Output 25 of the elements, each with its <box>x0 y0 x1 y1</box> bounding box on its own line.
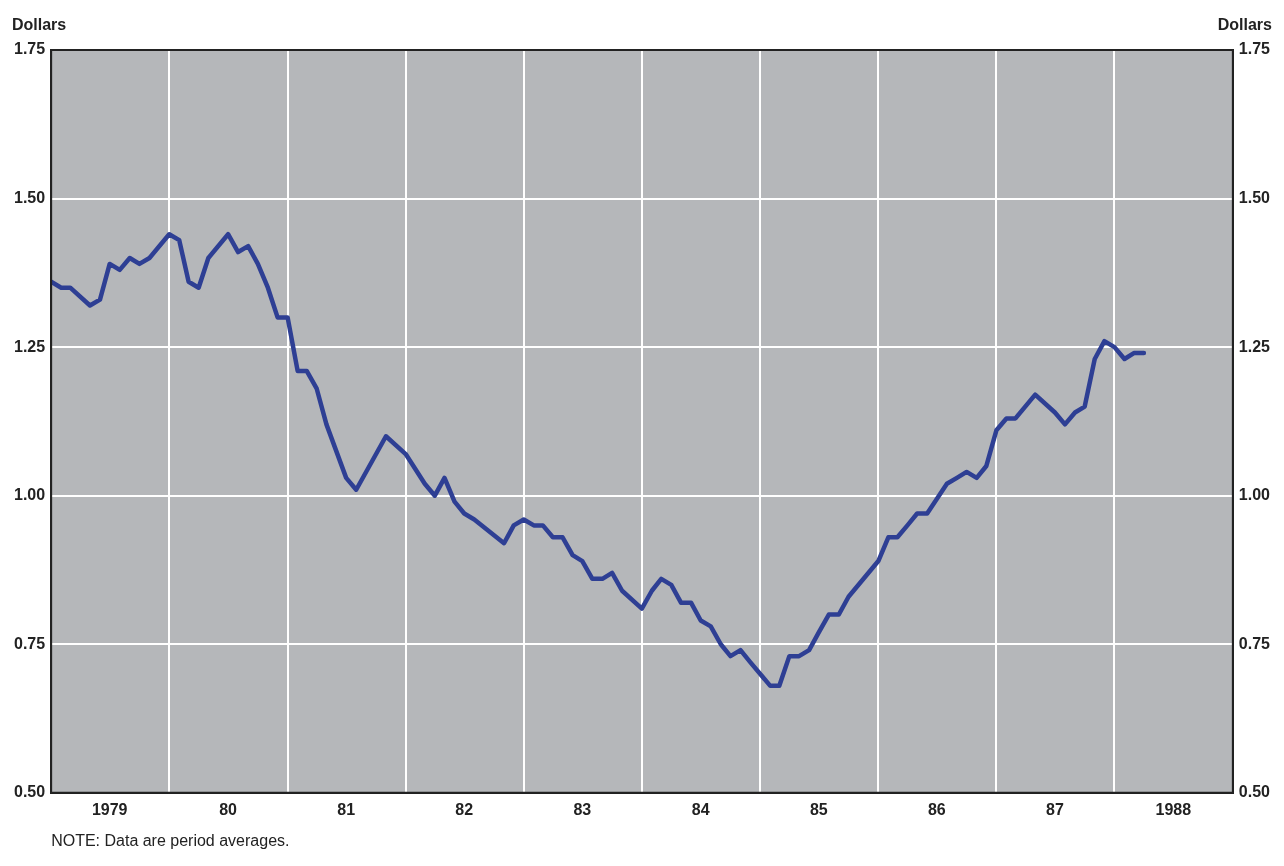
y-tick-label: 0.75 <box>14 634 46 652</box>
y2-tick-label: 1.50 <box>1238 188 1271 206</box>
y2-tick-label: 1.25 <box>1238 337 1271 355</box>
x-tick-label: 84 <box>691 800 710 818</box>
y2-tick-label: 1.75 <box>1238 40 1271 58</box>
x-tick-label: 86 <box>927 800 946 818</box>
y-tick-label: 1.00 <box>14 486 46 504</box>
x-tick-label: 80 <box>219 800 238 818</box>
x-tick-label: 82 <box>455 800 474 818</box>
x-tick-label: 81 <box>337 800 356 818</box>
x-tick-label: 83 <box>573 800 592 818</box>
text: NOTE: Data are period averages. <box>51 832 290 850</box>
y2-tick-label: 1.00 <box>1238 486 1271 504</box>
x-tick-label: 85 <box>809 800 828 818</box>
x-tick-label: 1988 <box>1155 800 1192 818</box>
y-tick-label: 1.50 <box>14 188 46 206</box>
y-tick-label: 1.25 <box>14 337 46 355</box>
y2-tick-label: 0.75 <box>1238 634 1271 652</box>
y-axis-title: Dollars <box>12 16 67 34</box>
y2-tick-label: 0.50 <box>1238 783 1271 801</box>
y-tick-label: 1.75 <box>14 40 46 58</box>
x-tick-label: 1979 <box>91 800 128 818</box>
y2-axis-title: Dollars <box>1217 16 1273 34</box>
y-tick-label: 0.50 <box>14 783 46 801</box>
x-tick-label: 87 <box>1046 800 1064 818</box>
